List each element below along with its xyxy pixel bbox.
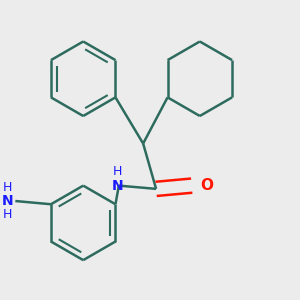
Text: O: O: [200, 178, 213, 193]
Text: N: N: [111, 178, 123, 193]
Text: H: H: [2, 181, 12, 194]
Text: H: H: [112, 164, 122, 178]
Text: H: H: [2, 208, 12, 221]
Text: N: N: [2, 194, 13, 208]
